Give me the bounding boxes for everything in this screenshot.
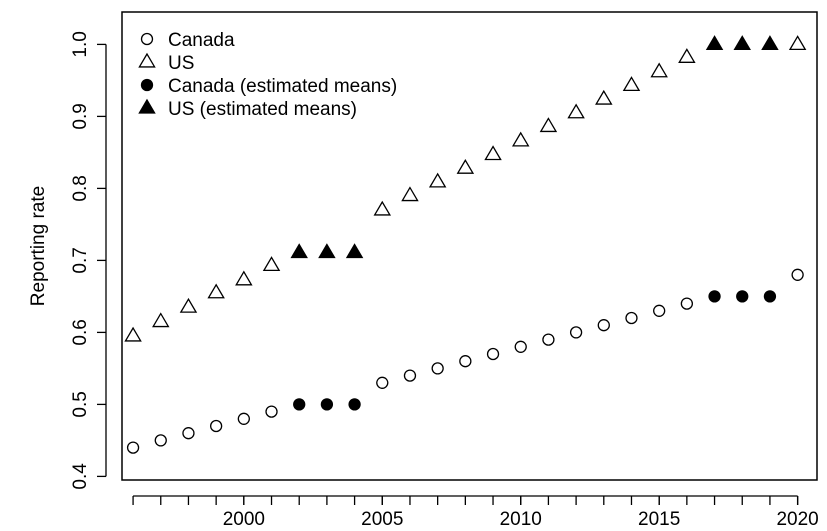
data-point [179, 297, 198, 313]
data-point [597, 319, 610, 332]
data-point [733, 35, 751, 51]
x-axis: 2000 2005 2010 2015 2020 [132, 495, 819, 530]
series-2 [293, 290, 777, 411]
data-point [235, 270, 253, 286]
data-point [373, 200, 392, 216]
data-point [459, 355, 472, 368]
data-point [376, 376, 389, 389]
series-1 [124, 35, 807, 342]
data-point [622, 76, 641, 92]
data-point [486, 347, 500, 361]
data-point [209, 419, 223, 433]
data-point [126, 441, 140, 454]
y-axis: 0.4 0.5 0.6 0.7 0.8 0.9 1.0 [70, 31, 107, 490]
data-point [484, 145, 502, 161]
data-point [318, 243, 336, 259]
legend-marker [140, 32, 154, 46]
data-point [511, 131, 530, 147]
y-tick-label: 0.7 [70, 247, 91, 273]
data-point [625, 311, 638, 325]
data-point [678, 48, 696, 63]
data-point [345, 243, 364, 259]
plot-frame [121, 11, 818, 481]
data-point [456, 158, 475, 174]
y-tick-label: 0.8 [70, 175, 91, 201]
data-point [650, 62, 668, 78]
legend-label: US (estimated means) [168, 99, 357, 120]
data-point [348, 398, 361, 411]
data-point [761, 35, 779, 51]
data-point [567, 103, 585, 119]
x-tick-label: 2015 [638, 509, 680, 530]
data-point [403, 369, 417, 382]
data-point [708, 290, 721, 303]
data-point [401, 186, 419, 202]
data-point [653, 304, 666, 317]
x-tick-label: 2020 [776, 509, 818, 530]
y-tick-label: 0.9 [70, 103, 91, 129]
x-tick-label: 2010 [500, 509, 542, 530]
x-tick-label: 2000 [223, 509, 265, 530]
data-point [736, 290, 749, 303]
data-point [680, 297, 694, 310]
data-point [154, 434, 167, 447]
data-point [705, 35, 724, 51]
y-tick-label: 0.4 [70, 463, 91, 490]
x-tick-label: 2005 [361, 509, 403, 530]
data-point [182, 427, 195, 440]
legend-label: Canada [168, 30, 235, 51]
y-tick-label: 0.5 [70, 391, 91, 417]
series-3 [290, 35, 779, 259]
data-point [569, 326, 583, 339]
data-point [514, 340, 527, 353]
y-tick-label: 1.0 [70, 31, 91, 57]
data-point [791, 268, 804, 281]
data-point [539, 117, 558, 133]
data-point [207, 283, 225, 299]
data-point [237, 412, 250, 425]
data-point [542, 333, 555, 346]
data-point [788, 35, 807, 51]
legend-label: Canada (estimated means) [168, 76, 397, 97]
data-point [262, 256, 281, 272]
y-tick-label: 0.6 [70, 319, 91, 345]
data-point [290, 243, 308, 259]
y-axis-label: Reporting rate [28, 186, 49, 306]
legend-label: US [168, 53, 194, 74]
data-point [595, 89, 613, 105]
data-point [152, 312, 170, 328]
legend-marker [140, 78, 154, 92]
data-points [124, 35, 807, 454]
legend-marker [138, 98, 156, 114]
data-point [431, 362, 444, 375]
data-point [763, 290, 777, 303]
data-point [293, 398, 306, 411]
series-0 [126, 268, 804, 454]
data-point [265, 405, 278, 418]
data-point [320, 398, 334, 411]
legend-marker [138, 52, 156, 68]
data-point [428, 172, 447, 188]
data-point [124, 326, 142, 342]
